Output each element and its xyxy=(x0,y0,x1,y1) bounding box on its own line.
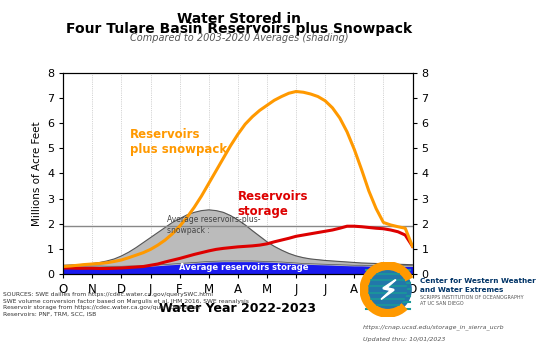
X-axis label: Water Year 2022-2023: Water Year 2022-2023 xyxy=(160,302,316,315)
Text: SCRIPPS INSTITUTION OF OCEANOGRAPHY: SCRIPPS INSTITUTION OF OCEANOGRAPHY xyxy=(420,295,523,300)
Text: Average reservoirs-plus-
snowpack :: Average reservoirs-plus- snowpack : xyxy=(167,215,260,234)
Text: Compared to 2003-2020 Averages (shading): Compared to 2003-2020 Averages (shading) xyxy=(130,33,349,44)
Text: Average reservoirs storage: Average reservoirs storage xyxy=(179,263,309,272)
Text: Center for Western Weather: Center for Western Weather xyxy=(420,278,535,285)
Text: Reservoirs
plus snowpack: Reservoirs plus snowpack xyxy=(130,128,227,156)
Text: Updated thru: 10/01/2023: Updated thru: 10/01/2023 xyxy=(363,337,446,342)
Text: Four Tulare Basin Reservoirs plus Snowpack: Four Tulare Basin Reservoirs plus Snowpa… xyxy=(66,23,412,36)
Text: Reservoirs
storage: Reservoirs storage xyxy=(238,190,309,218)
Text: Water Stored in: Water Stored in xyxy=(177,12,301,25)
Circle shape xyxy=(369,271,406,308)
Text: https://cnap.ucsd.edu/storage_in_sierra_ucrb: https://cnap.ucsd.edu/storage_in_sierra_… xyxy=(363,325,505,330)
Text: AT UC SAN DIEGO: AT UC SAN DIEGO xyxy=(420,301,463,306)
Circle shape xyxy=(364,266,411,313)
Text: SOURCES: SWE dailies from https://cdec.water.ca.gov/querySWC.html
SWE volume con: SOURCES: SWE dailies from https://cdec.w… xyxy=(3,292,249,317)
Text: and Water Extremes: and Water Extremes xyxy=(420,287,503,293)
Y-axis label: Millions of Acre Feet: Millions of Acre Feet xyxy=(31,121,42,226)
